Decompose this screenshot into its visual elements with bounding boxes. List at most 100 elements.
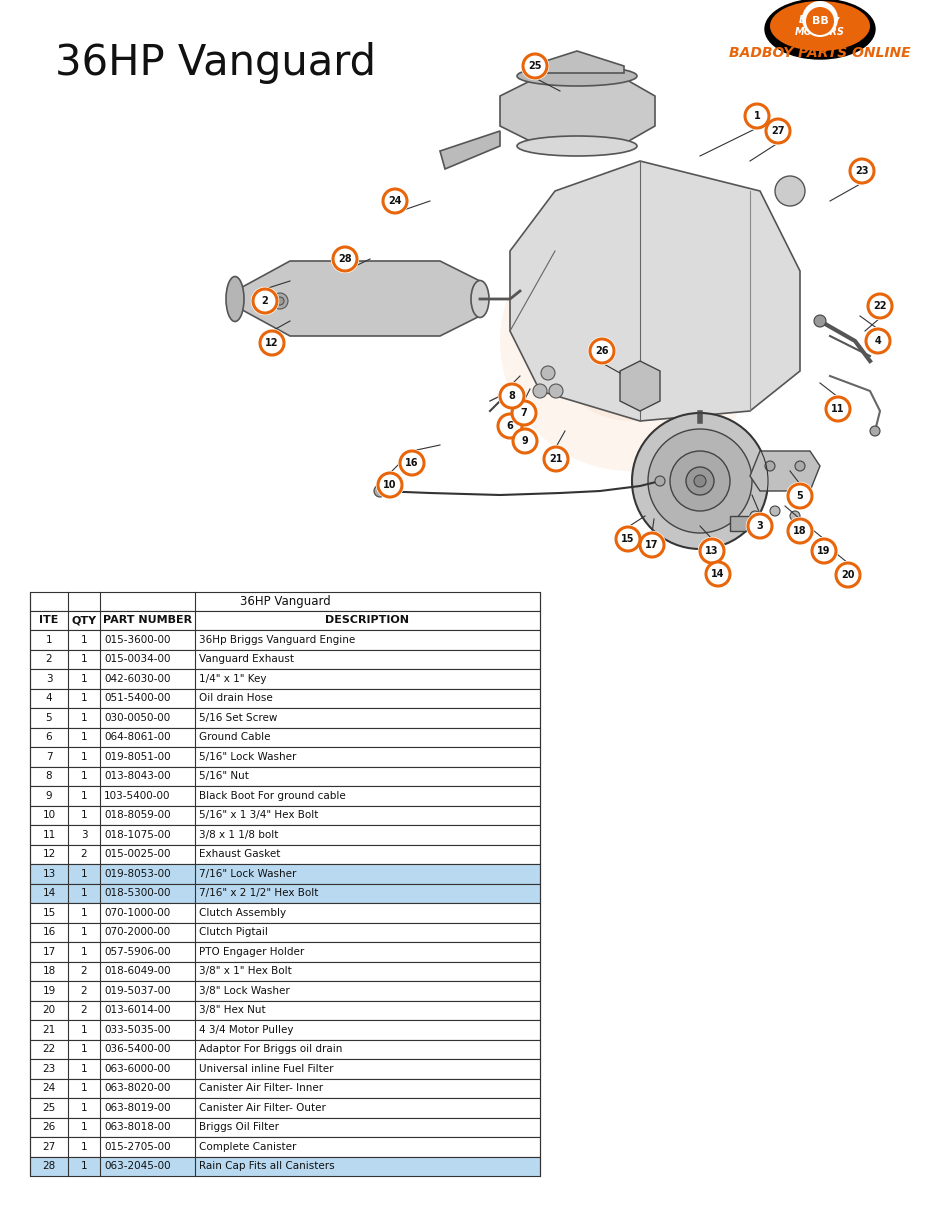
Text: 1: 1 [80, 635, 87, 644]
Polygon shape [500, 76, 655, 147]
Text: 019-8053-00: 019-8053-00 [104, 868, 170, 879]
Text: 019-5037-00: 019-5037-00 [104, 986, 170, 995]
Circle shape [400, 450, 424, 475]
Text: 23: 23 [856, 166, 869, 176]
Circle shape [704, 561, 731, 587]
Circle shape [811, 538, 838, 564]
Text: 19: 19 [42, 986, 55, 995]
Text: 16: 16 [405, 458, 419, 467]
Text: 3: 3 [80, 830, 87, 839]
Circle shape [398, 449, 425, 476]
Text: 042-6030-00: 042-6030-00 [104, 673, 170, 684]
Text: ITE: ITE [39, 615, 59, 625]
Text: 12: 12 [42, 849, 55, 860]
Circle shape [655, 476, 665, 486]
Circle shape [795, 461, 805, 471]
Text: 6: 6 [46, 733, 52, 742]
Text: 2: 2 [80, 1005, 87, 1015]
Text: 1: 1 [754, 111, 760, 121]
Circle shape [258, 329, 285, 356]
Text: 28: 28 [338, 254, 352, 264]
Text: Exhaust Gasket: Exhaust Gasket [199, 849, 280, 860]
Text: 22: 22 [42, 1044, 55, 1055]
FancyBboxPatch shape [30, 903, 540, 923]
Text: 10: 10 [42, 810, 55, 820]
Text: 019-8051-00: 019-8051-00 [104, 752, 170, 762]
Text: 1: 1 [80, 1103, 87, 1113]
Text: 15: 15 [42, 908, 55, 918]
Circle shape [788, 484, 812, 507]
Text: 1: 1 [80, 1161, 87, 1171]
Circle shape [496, 413, 524, 440]
Text: Ground Cable: Ground Cable [199, 733, 270, 742]
Circle shape [790, 511, 800, 521]
Text: Black Boot For ground cable: Black Boot For ground cable [199, 791, 346, 800]
Text: 015-0025-00: 015-0025-00 [104, 849, 170, 860]
Text: 1: 1 [46, 635, 52, 644]
Text: 19: 19 [817, 546, 831, 556]
FancyBboxPatch shape [30, 786, 540, 805]
Circle shape [765, 117, 792, 144]
Circle shape [332, 246, 358, 272]
Text: 13: 13 [42, 868, 55, 879]
Text: 6: 6 [507, 421, 513, 431]
Circle shape [745, 104, 769, 128]
Text: 013-8043-00: 013-8043-00 [104, 771, 170, 781]
Text: 015-2705-00: 015-2705-00 [104, 1142, 170, 1152]
Circle shape [870, 426, 880, 436]
Text: 2: 2 [80, 849, 87, 860]
FancyBboxPatch shape [30, 1039, 540, 1058]
Circle shape [750, 511, 760, 521]
Text: 070-2000-00: 070-2000-00 [104, 928, 170, 937]
Text: 051-5400-00: 051-5400-00 [104, 693, 170, 704]
Text: 17: 17 [645, 540, 659, 550]
Text: 3/8" Lock Washer: 3/8" Lock Washer [199, 986, 290, 995]
Circle shape [868, 294, 892, 318]
Text: 3: 3 [756, 521, 763, 530]
Text: Briggs Oil Filter: Briggs Oil Filter [199, 1123, 279, 1132]
Circle shape [590, 339, 614, 363]
Polygon shape [235, 262, 480, 335]
Text: 17: 17 [42, 947, 55, 957]
FancyBboxPatch shape [30, 923, 540, 942]
Text: 3/8" x 1" Hex Bolt: 3/8" x 1" Hex Bolt [199, 966, 292, 976]
Circle shape [648, 429, 752, 533]
Text: 1: 1 [80, 947, 87, 957]
Circle shape [786, 482, 813, 510]
Polygon shape [530, 51, 624, 73]
Circle shape [500, 211, 760, 471]
FancyBboxPatch shape [30, 844, 540, 863]
Text: 27: 27 [771, 126, 784, 136]
Circle shape [542, 446, 569, 472]
Text: 1: 1 [80, 810, 87, 820]
Text: 015-3600-00: 015-3600-00 [104, 635, 170, 644]
Text: 3: 3 [46, 673, 52, 684]
Ellipse shape [765, 0, 875, 59]
Text: 3/8" Hex Nut: 3/8" Hex Nut [199, 1005, 266, 1015]
Circle shape [788, 520, 812, 543]
Text: 1: 1 [80, 771, 87, 781]
Text: 24: 24 [42, 1084, 55, 1094]
Circle shape [850, 159, 874, 183]
Text: 070-1000-00: 070-1000-00 [104, 908, 170, 918]
Text: 018-1075-00: 018-1075-00 [104, 830, 170, 839]
Circle shape [770, 506, 780, 516]
Circle shape [748, 513, 772, 538]
Text: 1: 1 [80, 1063, 87, 1074]
Text: 015-0034-00: 015-0034-00 [104, 654, 170, 665]
FancyBboxPatch shape [30, 1098, 540, 1118]
Text: 5: 5 [46, 713, 52, 723]
Circle shape [377, 471, 404, 499]
Text: 5/16" Nut: 5/16" Nut [199, 771, 249, 781]
Text: Adaptor For Briggs oil drain: Adaptor For Briggs oil drain [199, 1044, 342, 1055]
Circle shape [814, 315, 826, 327]
Text: 18: 18 [42, 966, 55, 976]
FancyBboxPatch shape [30, 1137, 540, 1157]
Text: Rain Cap Fits all Canisters: Rain Cap Fits all Canisters [199, 1161, 335, 1171]
Text: 23: 23 [42, 1063, 55, 1074]
Text: 063-2045-00: 063-2045-00 [104, 1161, 170, 1171]
Text: 5: 5 [797, 490, 803, 501]
Circle shape [867, 293, 894, 320]
Text: 36Hp Briggs Vanguard Engine: 36Hp Briggs Vanguard Engine [199, 635, 355, 644]
Polygon shape [440, 131, 500, 170]
